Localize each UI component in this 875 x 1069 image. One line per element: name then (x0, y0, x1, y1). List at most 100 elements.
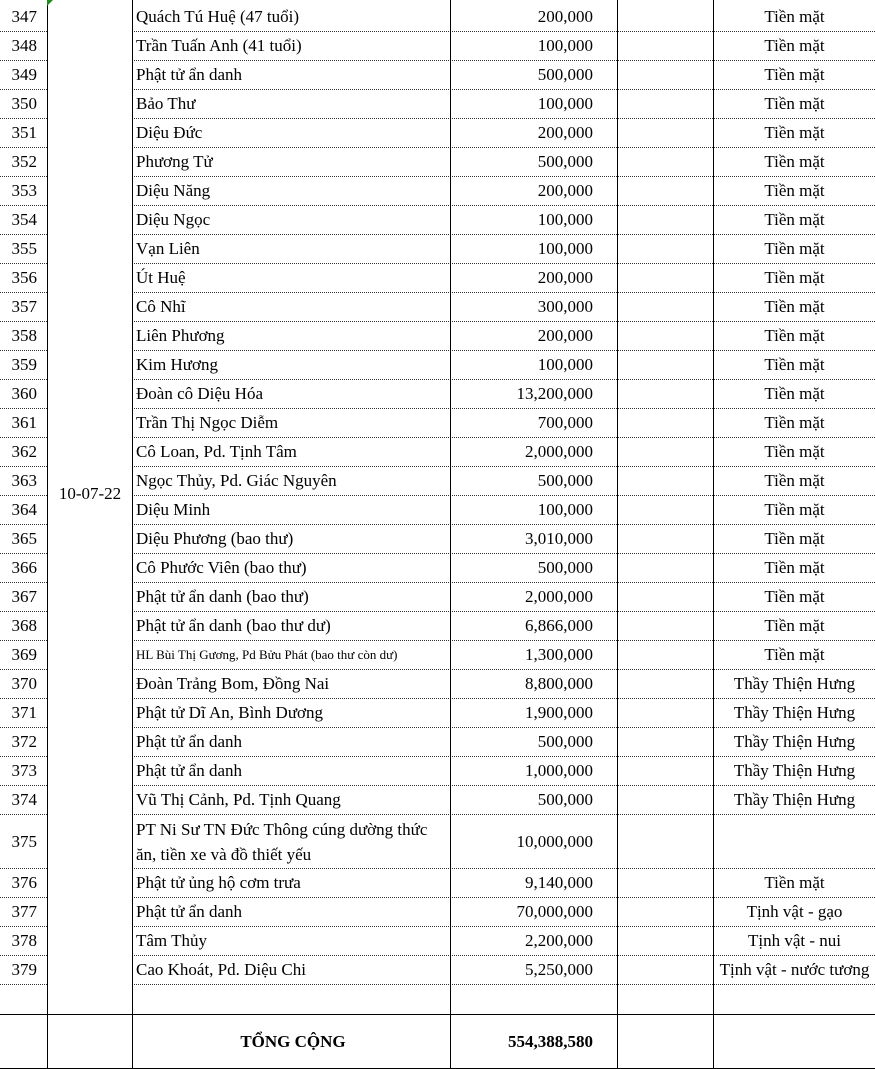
payment-method: Tiền mặt (764, 297, 825, 316)
row-number: 359 (11, 355, 38, 374)
table-row[interactable]: 365 Diệu Phương (bao thư) 3,010,000 Tiền mặ… (0, 525, 875, 554)
payment-method: Tiền mặt (764, 65, 825, 84)
payment-method: Thầy Thiện Hưng (733, 761, 856, 780)
table-row[interactable]: 370 Đoàn Trảng Bom, Đồng Nai 8,800,000 Thầy… (0, 670, 875, 699)
table-row[interactable]: 350 Bảo Thư 100,000 Tiền mặt (0, 90, 875, 119)
donor-name: Phật tử ẩn danh (bao thư dư) (136, 616, 331, 635)
amount: 100,000 (537, 36, 593, 55)
donor-name: Diệu Phương (bao thư) (136, 529, 294, 548)
column-divider (47, 0, 48, 1068)
donor-name: Diệu Đức (136, 123, 203, 142)
amount: 70,000,000 (516, 902, 594, 921)
table-row[interactable]: 378 Tâm Thủy 2,200,000 Tịnh vật - nui (0, 927, 875, 956)
donor-name: Cao Khoát, Pd. Diệu Chi (136, 960, 306, 979)
payment-method: Tịnh vật - nước tương (719, 960, 870, 979)
table-row[interactable]: 363 Ngọc Thủy, Pd. Giác Nguyên 500,000 Tiền… (0, 467, 875, 496)
table-row[interactable]: 371 Phật tử Dĩ An, Bình Dương 1,900,000 Thầ… (0, 699, 875, 728)
table-row[interactable]: 379 Cao Khoát, Pd. Diệu Chi 5,250,000 Tịnh … (0, 956, 875, 985)
table-row[interactable]: 357 Cô Nhĩ 300,000 Tiền mặt (0, 293, 875, 322)
table-row[interactable]: 376 Phật tử ủng hộ cơm trưa 9,140,000 Tiền … (0, 869, 875, 898)
table-row[interactable]: 352 Phương Tử 500,000 Tiền mặt (0, 148, 875, 177)
payment-method: Tiền mặt (764, 210, 825, 229)
row-number: 379 (11, 960, 38, 979)
table-row[interactable]: 372 Phật tử ẩn danh 500,000 Thầy Thiện Hưng (0, 728, 875, 757)
table-row[interactable]: 366 Cô Phước Viên (bao thư) 500,000 Tiền mặ… (0, 554, 875, 583)
column-divider (132, 0, 133, 1068)
row-number: 375 (11, 831, 38, 851)
amount: 1,000,000 (525, 761, 593, 780)
table-row[interactable]: 369 HL Bùi Thị Gương, Pd Bửu Phát (bao th… (0, 641, 875, 670)
table-row[interactable]: 361 Trần Thị Ngọc Diễm 700,000 Tiền mặt (0, 409, 875, 438)
donor-name: Cô Phước Viên (bao thư) (136, 558, 307, 577)
donor-name: Phương Tử (136, 152, 213, 171)
row-number: 347 (11, 7, 38, 26)
donor-name: Đoàn Trảng Bom, Đồng Nai (136, 674, 330, 693)
table-row[interactable]: 349 Phật tử ẩn danh 500,000 Tiền mặt (0, 61, 875, 90)
table-row[interactable]: 356 Út Huệ 200,000 Tiền mặt (0, 264, 875, 293)
amount: 2,000,000 (525, 442, 593, 461)
table-row[interactable]: 360 Đoàn cô Diệu Hóa 13,200,000 Tiền mặt (0, 380, 875, 409)
total-row: TỔNG CỘNG 554,388,580 (0, 1014, 875, 1069)
amount: 2,200,000 (525, 931, 593, 950)
amount: 100,000 (537, 210, 593, 229)
table-row[interactable]: 373 Phật tử ẩn danh 1,000,000 Thầy Thiện Hư… (0, 757, 875, 786)
row-number: 361 (11, 413, 38, 432)
row-number: 350 (11, 94, 38, 113)
table-row[interactable]: 351 Diệu Đức 200,000 Tiền mặt (0, 119, 875, 148)
table-row[interactable]: 347 Quách Tú Huệ (47 tuổi) 200,000 Tiền mặt (0, 3, 875, 32)
amount: 200,000 (537, 326, 593, 345)
payment-method (714, 815, 875, 868)
table-row[interactable]: 358 Liên Phương 200,000 Tiền mặt (0, 322, 875, 351)
table-row[interactable]: 353 Diệu Năng 200,000 Tiền mặt (0, 177, 875, 206)
row-number: 377 (11, 902, 38, 921)
table-row[interactable]: 367 Phật tử ẩn danh (bao thư) 2,000,000 Tiề… (0, 583, 875, 612)
table-row[interactable]: 348 Trần Tuấn Anh (41 tuổi) 100,000 Tiền mặ… (0, 32, 875, 61)
payment-method: Thầy Thiện Hưng (733, 674, 856, 693)
amount: 100,000 (537, 239, 593, 258)
table-row[interactable]: 354 Diệu Ngọc 100,000 Tiền mặt (0, 206, 875, 235)
payment-method: Tiền mặt (764, 384, 825, 403)
row-number: 353 (11, 181, 38, 200)
row-number: 372 (11, 732, 38, 751)
donor-name: Vạn Liên (136, 239, 200, 258)
donor-name: HL Bùi Thị Gương, Pd Bửu Phát (bao thư c… (136, 647, 398, 662)
table-row[interactable]: 374 Vũ Thị Cảnh, Pd. Tịnh Quang 500,000 Thầ… (0, 786, 875, 815)
row-number: 376 (11, 873, 38, 892)
payment-method: Tịnh vật - nui (747, 931, 841, 950)
amount: 200,000 (537, 7, 593, 26)
amount: 10,000,000 (516, 831, 594, 851)
row-number: 365 (11, 529, 38, 548)
donor-name: Liên Phương (136, 326, 225, 345)
donor-name: Phật tử ủng hộ cơm trưa (136, 873, 301, 892)
payment-method: Thầy Thiện Hưng (733, 703, 856, 722)
table-row[interactable]: 359 Kim Hương 100,000 Tiền mặt (0, 351, 875, 380)
donor-name: Diệu Minh (136, 500, 211, 519)
table-row[interactable]: 355 Vạn Liên 100,000 Tiền mặt (0, 235, 875, 264)
donor-name: Đoàn cô Diệu Hóa (136, 384, 263, 403)
amount: 500,000 (537, 471, 593, 490)
payment-method: Tiền mặt (764, 94, 825, 113)
payment-method: Tiền mặt (764, 326, 825, 345)
payment-method: Tiền mặt (764, 587, 825, 606)
amount: 500,000 (537, 65, 593, 84)
row-number: 366 (11, 558, 38, 577)
date-cell: 10-07-22 (48, 3, 132, 985)
amount: 500,000 (537, 152, 593, 171)
payment-method: Thầy Thiện Hưng (733, 732, 856, 751)
table-row[interactable]: 375 PT Ni Sư TN Đức Thông cúng dường thức… (0, 815, 875, 869)
amount: 100,000 (537, 355, 593, 374)
amount: 500,000 (537, 558, 593, 577)
amount: 13,200,000 (516, 384, 594, 403)
row-number: 369 (11, 645, 38, 664)
table-row[interactable]: 362 Cô Loan, Pd. Tịnh Tâm 2,000,000 Tiền mặ… (0, 438, 875, 467)
payment-method: Tiền mặt (764, 529, 825, 548)
table-row[interactable]: 377 Phật tử ẩn danh 70,000,000 Tịnh vật - g… (0, 898, 875, 927)
table-row[interactable]: 368 Phật tử ẩn danh (bao thư dư) 6,866,000… (0, 612, 875, 641)
table-row[interactable]: 364 Diệu Minh 100,000 Tiền mặt (0, 496, 875, 525)
row-number: 378 (11, 931, 38, 950)
payment-method: Tịnh vật - gạo (746, 902, 843, 921)
amount: 6,866,000 (525, 616, 593, 635)
donor-name: Phật tử Dĩ An, Bình Dương (136, 703, 324, 722)
amount: 3,010,000 (525, 529, 593, 548)
payment-method: Tiền mặt (764, 500, 825, 519)
